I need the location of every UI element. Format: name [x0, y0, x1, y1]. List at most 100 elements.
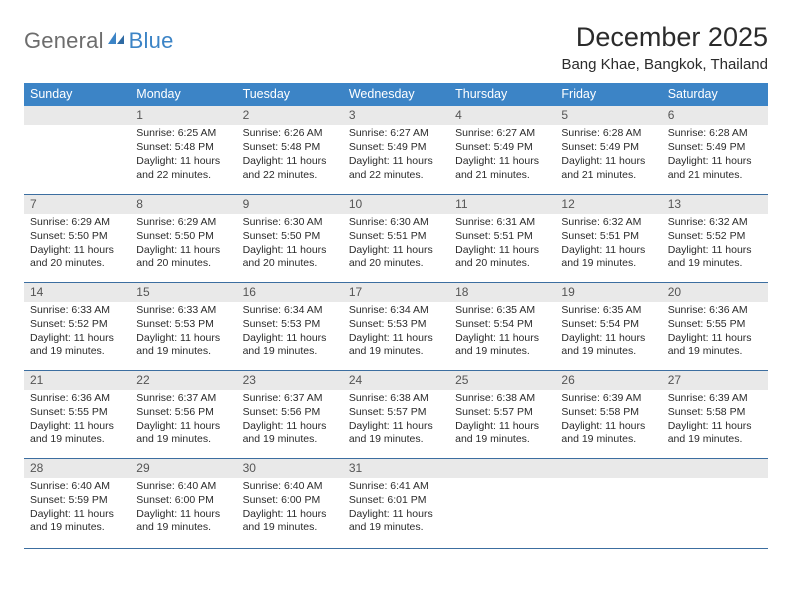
day-detail-line: Sunrise: 6:35 AM — [455, 304, 549, 318]
day-details: Sunrise: 6:39 AMSunset: 5:58 PMDaylight:… — [662, 390, 768, 451]
day-detail-line: Sunrise: 6:37 AM — [136, 392, 230, 406]
day-number: 12 — [555, 195, 661, 214]
day-detail-line: Sunrise: 6:37 AM — [243, 392, 337, 406]
day-details: Sunrise: 6:35 AMSunset: 5:54 PMDaylight:… — [555, 302, 661, 363]
calendar-table: Sunday Monday Tuesday Wednesday Thursday… — [24, 83, 768, 549]
calendar-cell — [24, 106, 130, 194]
day-number: 29 — [130, 459, 236, 478]
day-detail-line: Sunset: 6:00 PM — [136, 494, 230, 508]
empty-day-bar — [449, 459, 555, 478]
day-number: 14 — [24, 283, 130, 302]
calendar-cell: 1Sunrise: 6:25 AMSunset: 5:48 PMDaylight… — [130, 106, 236, 194]
day-detail-line: Sunset: 6:01 PM — [349, 494, 443, 508]
calendar-cell — [555, 458, 661, 548]
day-detail-line: Sunset: 5:56 PM — [243, 406, 337, 420]
day-detail-line: Daylight: 11 hours and 20 minutes. — [349, 244, 443, 272]
day-detail-line: Sunset: 5:49 PM — [561, 141, 655, 155]
day-details: Sunrise: 6:35 AMSunset: 5:54 PMDaylight:… — [449, 302, 555, 363]
day-number: 2 — [237, 106, 343, 125]
day-detail-line: Daylight: 11 hours and 19 minutes. — [455, 420, 549, 448]
day-detail-line: Sunset: 5:53 PM — [136, 318, 230, 332]
day-detail-line: Daylight: 11 hours and 19 minutes. — [243, 420, 337, 448]
day-number: 28 — [24, 459, 130, 478]
day-number: 16 — [237, 283, 343, 302]
day-detail-line: Sunset: 5:59 PM — [30, 494, 124, 508]
calendar-cell: 17Sunrise: 6:34 AMSunset: 5:53 PMDayligh… — [343, 282, 449, 370]
day-detail-line: Sunset: 5:56 PM — [136, 406, 230, 420]
day-number: 30 — [237, 459, 343, 478]
day-details: Sunrise: 6:33 AMSunset: 5:53 PMDaylight:… — [130, 302, 236, 363]
day-detail-line: Daylight: 11 hours and 19 minutes. — [561, 420, 655, 448]
day-number: 19 — [555, 283, 661, 302]
calendar-cell: 10Sunrise: 6:30 AMSunset: 5:51 PMDayligh… — [343, 194, 449, 282]
calendar-cell: 14Sunrise: 6:33 AMSunset: 5:52 PMDayligh… — [24, 282, 130, 370]
day-details: Sunrise: 6:32 AMSunset: 5:52 PMDaylight:… — [662, 214, 768, 275]
day-details: Sunrise: 6:39 AMSunset: 5:58 PMDaylight:… — [555, 390, 661, 451]
empty-day-bar — [662, 459, 768, 478]
day-detail-line: Daylight: 11 hours and 19 minutes. — [349, 508, 443, 536]
day-detail-line: Sunrise: 6:28 AM — [668, 127, 762, 141]
day-details: Sunrise: 6:36 AMSunset: 5:55 PMDaylight:… — [662, 302, 768, 363]
location-label: Bang Khae, Bangkok, Thailand — [561, 56, 768, 73]
calendar-cell: 28Sunrise: 6:40 AMSunset: 5:59 PMDayligh… — [24, 458, 130, 548]
day-detail-line: Sunrise: 6:41 AM — [349, 480, 443, 494]
calendar-cell: 25Sunrise: 6:38 AMSunset: 5:57 PMDayligh… — [449, 370, 555, 458]
calendar-cell: 5Sunrise: 6:28 AMSunset: 5:49 PMDaylight… — [555, 106, 661, 194]
day-details: Sunrise: 6:38 AMSunset: 5:57 PMDaylight:… — [343, 390, 449, 451]
calendar-cell: 8Sunrise: 6:29 AMSunset: 5:50 PMDaylight… — [130, 194, 236, 282]
day-detail-line: Daylight: 11 hours and 19 minutes. — [349, 420, 443, 448]
calendar-cell: 7Sunrise: 6:29 AMSunset: 5:50 PMDaylight… — [24, 194, 130, 282]
day-detail-line: Sunset: 5:52 PM — [668, 230, 762, 244]
day-number: 7 — [24, 195, 130, 214]
calendar-cell — [449, 458, 555, 548]
calendar-cell: 15Sunrise: 6:33 AMSunset: 5:53 PMDayligh… — [130, 282, 236, 370]
day-number: 4 — [449, 106, 555, 125]
day-detail-line: Sunrise: 6:38 AM — [349, 392, 443, 406]
day-detail-line: Sunrise: 6:26 AM — [243, 127, 337, 141]
day-detail-line: Sunset: 6:00 PM — [243, 494, 337, 508]
page-title: December 2025 — [561, 22, 768, 53]
calendar-cell: 18Sunrise: 6:35 AMSunset: 5:54 PMDayligh… — [449, 282, 555, 370]
empty-day-bar — [24, 106, 130, 125]
day-number: 3 — [343, 106, 449, 125]
day-detail-line: Daylight: 11 hours and 20 minutes. — [30, 244, 124, 272]
calendar-cell: 27Sunrise: 6:39 AMSunset: 5:58 PMDayligh… — [662, 370, 768, 458]
day-detail-line: Sunrise: 6:40 AM — [136, 480, 230, 494]
day-detail-line: Sunrise: 6:36 AM — [668, 304, 762, 318]
brand-text-blue: Blue — [109, 28, 174, 54]
day-detail-line: Sunset: 5:48 PM — [243, 141, 337, 155]
day-number: 24 — [343, 371, 449, 390]
day-detail-line: Daylight: 11 hours and 22 minutes. — [349, 155, 443, 183]
calendar-row: 1Sunrise: 6:25 AMSunset: 5:48 PMDaylight… — [24, 106, 768, 194]
weekday-header: Tuesday — [237, 83, 343, 106]
day-number: 25 — [449, 371, 555, 390]
day-number: 8 — [130, 195, 236, 214]
day-detail-line: Sunrise: 6:27 AM — [455, 127, 549, 141]
day-detail-line: Sunrise: 6:29 AM — [136, 216, 230, 230]
weekday-header-row: Sunday Monday Tuesday Wednesday Thursday… — [24, 83, 768, 106]
day-details: Sunrise: 6:36 AMSunset: 5:55 PMDaylight:… — [24, 390, 130, 451]
day-detail-line: Daylight: 11 hours and 19 minutes. — [243, 332, 337, 360]
day-detail-line: Daylight: 11 hours and 22 minutes. — [243, 155, 337, 183]
day-detail-line: Sunset: 5:49 PM — [455, 141, 549, 155]
day-detail-line: Daylight: 11 hours and 19 minutes. — [561, 332, 655, 360]
day-details: Sunrise: 6:31 AMSunset: 5:51 PMDaylight:… — [449, 214, 555, 275]
day-detail-line: Sunset: 5:54 PM — [455, 318, 549, 332]
day-number: 17 — [343, 283, 449, 302]
calendar-cell: 19Sunrise: 6:35 AMSunset: 5:54 PMDayligh… — [555, 282, 661, 370]
day-number: 11 — [449, 195, 555, 214]
day-detail-line: Daylight: 11 hours and 19 minutes. — [668, 244, 762, 272]
day-details: Sunrise: 6:28 AMSunset: 5:49 PMDaylight:… — [555, 125, 661, 186]
day-detail-line: Sunset: 5:50 PM — [243, 230, 337, 244]
day-number: 15 — [130, 283, 236, 302]
day-number: 5 — [555, 106, 661, 125]
day-detail-line: Sunrise: 6:32 AM — [668, 216, 762, 230]
day-number: 20 — [662, 283, 768, 302]
calendar-cell: 16Sunrise: 6:34 AMSunset: 5:53 PMDayligh… — [237, 282, 343, 370]
day-detail-line: Daylight: 11 hours and 19 minutes. — [349, 332, 443, 360]
day-detail-line: Sunrise: 6:32 AM — [561, 216, 655, 230]
day-detail-line: Sunrise: 6:25 AM — [136, 127, 230, 141]
header: General Blue December 2025 Bang Khae, Ba… — [24, 22, 768, 73]
calendar-cell: 21Sunrise: 6:36 AMSunset: 5:55 PMDayligh… — [24, 370, 130, 458]
day-detail-line: Daylight: 11 hours and 19 minutes. — [136, 332, 230, 360]
